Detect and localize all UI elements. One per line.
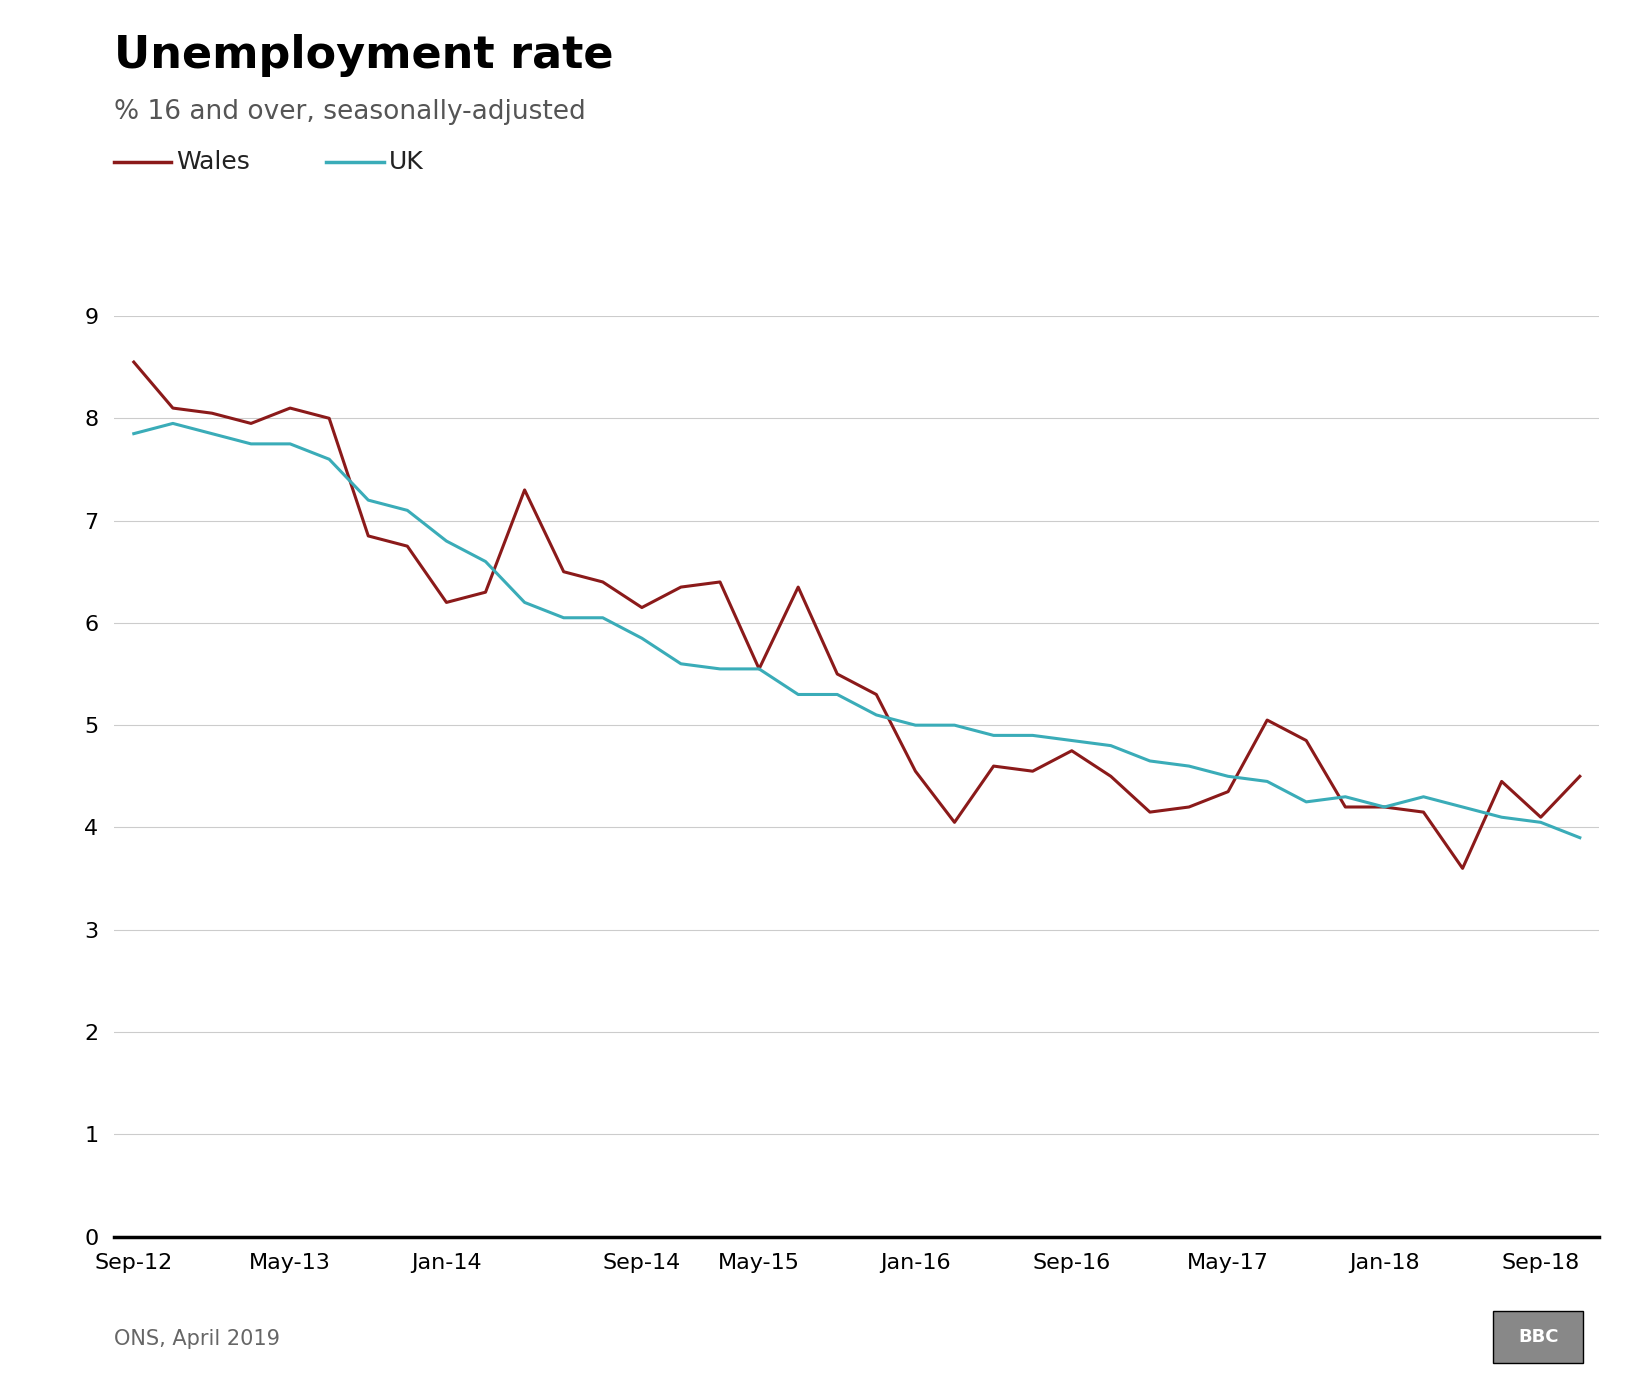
Text: BBC: BBC xyxy=(1518,1327,1559,1347)
Text: Wales: Wales xyxy=(176,150,250,174)
Text: Unemployment rate: Unemployment rate xyxy=(114,34,614,77)
FancyBboxPatch shape xyxy=(1493,1311,1583,1363)
Text: ONS, April 2019: ONS, April 2019 xyxy=(114,1329,281,1349)
Text: % 16 and over, seasonally-adjusted: % 16 and over, seasonally-adjusted xyxy=(114,99,586,125)
Text: UK: UK xyxy=(388,150,423,174)
